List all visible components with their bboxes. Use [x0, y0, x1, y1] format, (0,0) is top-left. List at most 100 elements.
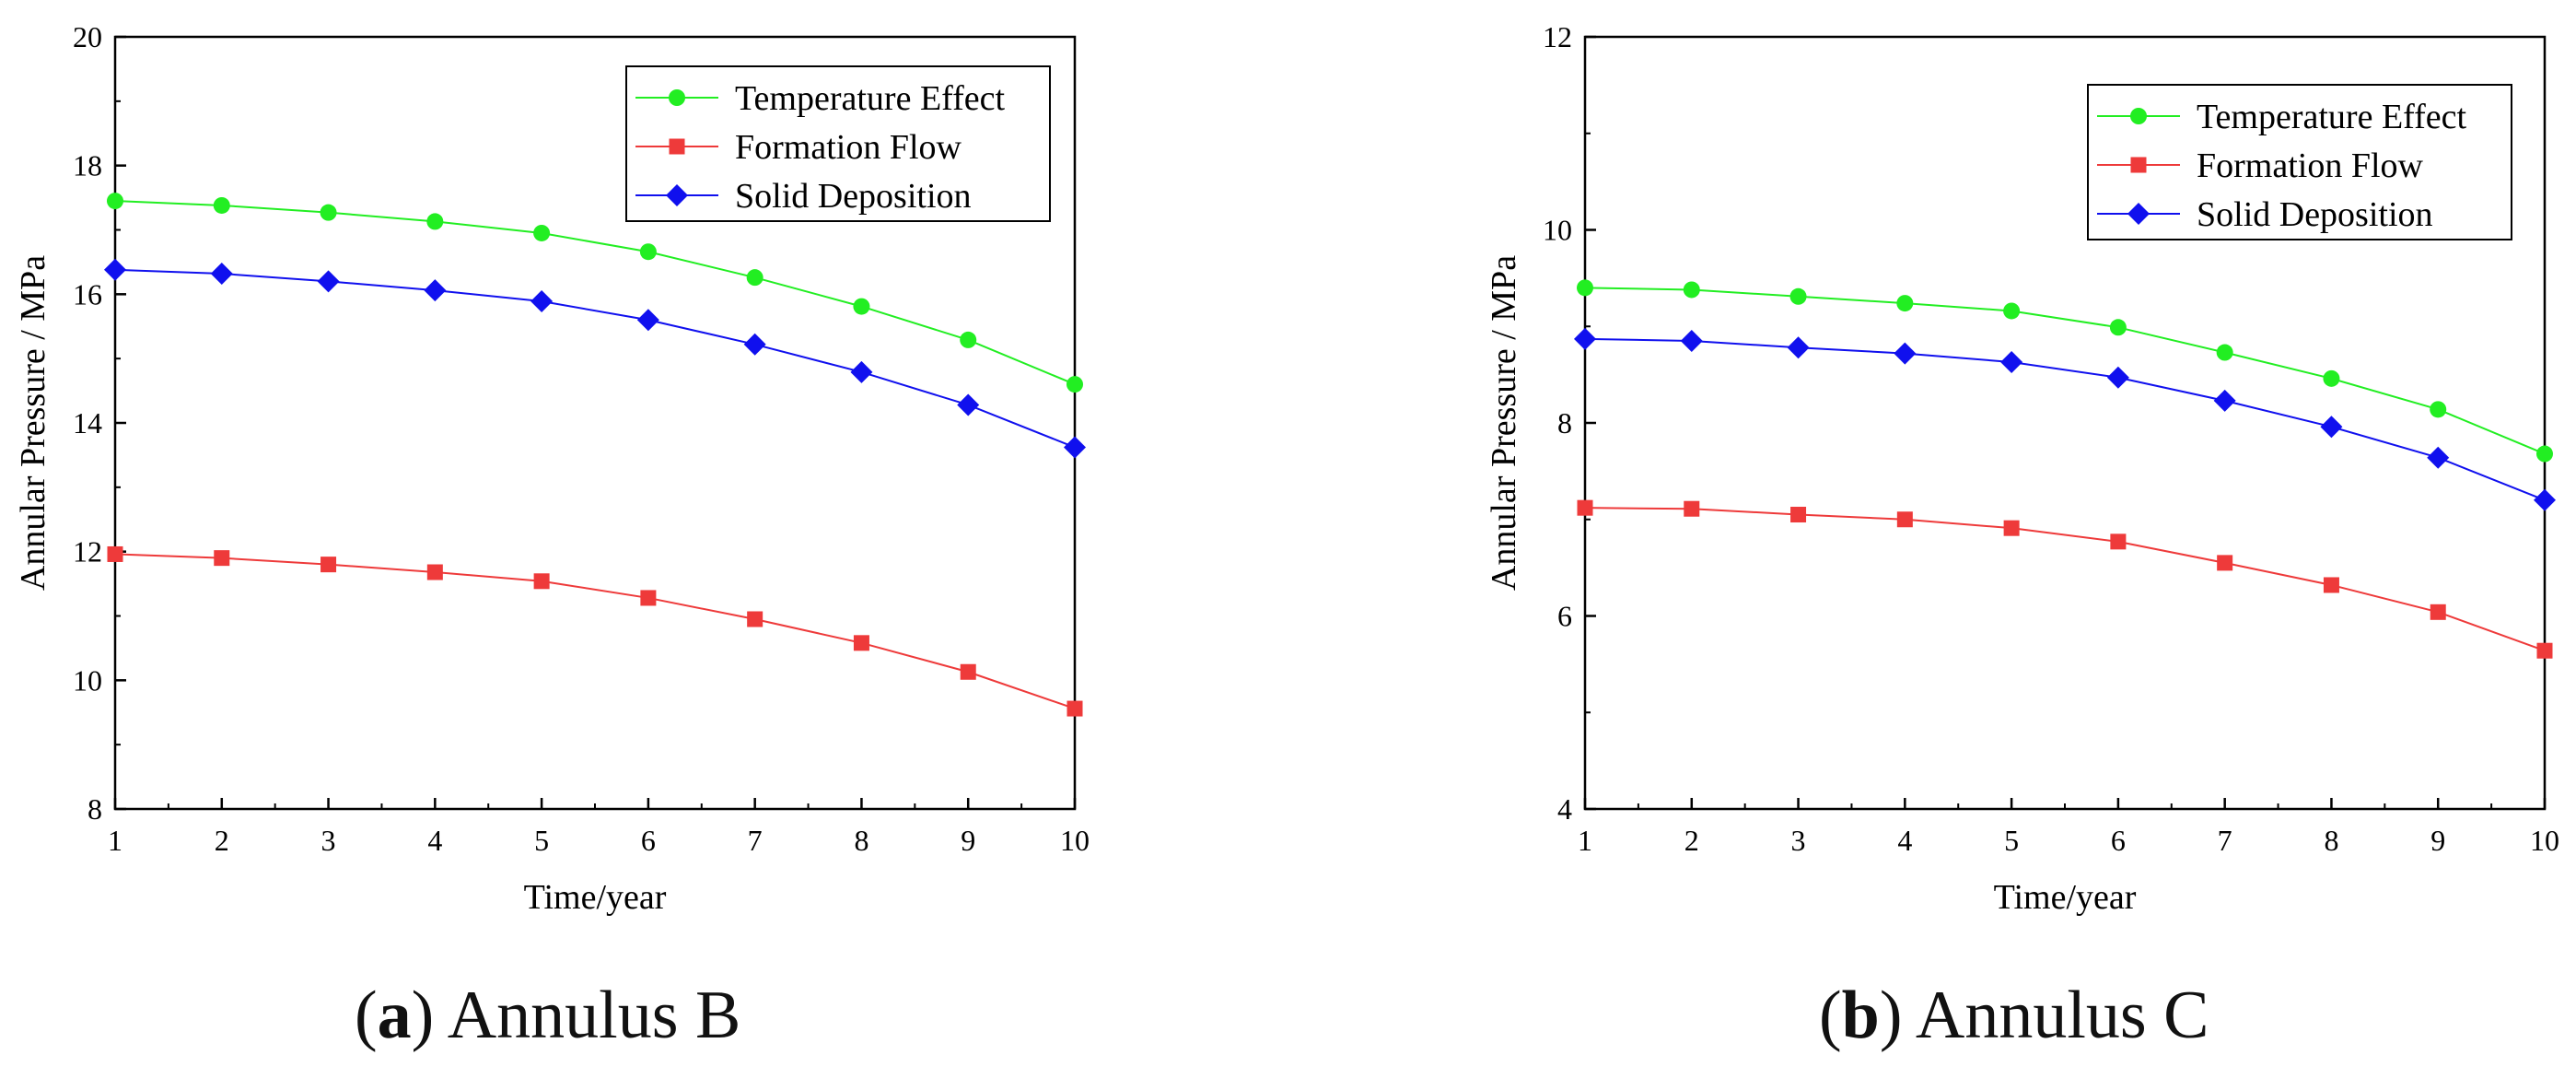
series-line-solid-deposition: [1584, 337, 2546, 501]
legend-entry-temperature-effect: Temperature Effect: [2097, 98, 2467, 136]
data-point-solid-deposition: [1787, 336, 1810, 359]
data-point-temperature-effect: [639, 243, 657, 261]
data-point-formation-flow: [2110, 533, 2127, 550]
legend-label: Formation Flow: [735, 128, 962, 167]
data-point-solid-deposition: [850, 360, 873, 383]
series-solid-deposition: [104, 258, 1086, 459]
legend-marker: [669, 89, 685, 106]
data-point-solid-deposition: [2320, 416, 2343, 439]
data-point-solid-deposition: [2534, 488, 2556, 511]
data-point-solid-deposition: [210, 262, 233, 285]
y-tick-label: 20: [73, 20, 102, 53]
x-tick-label: 8: [854, 824, 868, 857]
x-tick-label: 8: [2324, 824, 2338, 857]
legend-marker: [666, 184, 688, 206]
data-point-temperature-effect: [320, 204, 337, 221]
legend-entry-solid-deposition: Solid Deposition: [2097, 195, 2433, 234]
series-line-formation-flow: [1584, 507, 2546, 652]
legend-label: Solid Deposition: [2197, 195, 2433, 234]
panel-label-b: b: [1841, 978, 1880, 1053]
x-tick-label: 3: [1791, 824, 1806, 857]
data-point-solid-deposition: [743, 333, 766, 356]
data-point-temperature-effect: [213, 196, 230, 214]
data-point-formation-flow: [2217, 555, 2233, 571]
y-axis-label: Annular Pressure / MPa: [14, 255, 52, 591]
data-point-solid-deposition: [424, 279, 447, 302]
data-point-temperature-effect: [2003, 302, 2021, 320]
data-point-formation-flow: [2323, 577, 2339, 593]
data-point-formation-flow: [107, 545, 123, 562]
data-point-formation-flow: [533, 573, 550, 590]
legend-entry-solid-deposition: Solid Deposition: [635, 177, 972, 216]
legend-label: Formation Flow: [2197, 147, 2424, 185]
data-point-formation-flow: [426, 564, 443, 580]
x-tick-label: 10: [2530, 824, 2559, 857]
data-point-solid-deposition: [2000, 351, 2023, 374]
data-point-temperature-effect: [1683, 281, 1700, 299]
data-point-formation-flow: [2536, 642, 2553, 659]
caption-text-b: Annulus C: [1915, 978, 2209, 1053]
data-point-solid-deposition: [2106, 366, 2129, 389]
data-point-temperature-effect: [1896, 295, 1914, 312]
data-point-solid-deposition: [104, 258, 126, 281]
series-temperature-effect: [107, 193, 1083, 393]
data-point-solid-deposition: [530, 290, 554, 313]
data-point-formation-flow: [1067, 700, 1083, 717]
caption-text-a: Annulus B: [447, 978, 741, 1053]
data-point-formation-flow: [640, 590, 657, 606]
data-point-solid-deposition: [1574, 327, 1596, 350]
data-point-temperature-effect: [1577, 279, 1593, 297]
x-tick-label: 2: [1684, 824, 1699, 857]
panel-label-a: a: [377, 978, 412, 1053]
y-tick-label: 6: [1557, 600, 1572, 633]
data-point-formation-flow: [2430, 604, 2446, 620]
y-tick-label: 16: [73, 277, 102, 311]
x-axis-label: Time/year: [1994, 878, 2137, 917]
legend-marker: [2130, 157, 2147, 173]
caption-annulus-b: (a) Annulus B: [355, 978, 741, 1053]
x-tick-label: 5: [534, 824, 549, 857]
caption-annulus-c: (b) Annulus C: [1819, 978, 2209, 1053]
data-point-formation-flow: [1790, 507, 1807, 523]
y-tick-label: 14: [73, 406, 102, 440]
legend-entry-temperature-effect: Temperature Effect: [635, 79, 1006, 118]
x-tick-label: 5: [2004, 824, 2019, 857]
data-point-formation-flow: [1577, 499, 1593, 516]
data-point-formation-flow: [853, 635, 869, 651]
series-solid-deposition: [1574, 327, 2556, 511]
data-point-formation-flow: [321, 557, 337, 573]
y-tick-label: 10: [1543, 214, 1572, 247]
data-point-temperature-effect: [2536, 445, 2553, 463]
x-tick-label: 4: [427, 824, 442, 857]
series-line-temperature-effect: [114, 200, 1076, 386]
legend-marker: [2127, 203, 2150, 225]
data-point-solid-deposition: [1680, 329, 1703, 352]
data-point-temperature-effect: [1789, 287, 1807, 305]
data-point-temperature-effect: [2323, 369, 2340, 387]
y-axis-label: Annular Pressure / MPa: [1485, 255, 1523, 591]
series-temperature-effect: [1577, 279, 2553, 463]
x-axis-label: Time/year: [524, 878, 667, 917]
data-point-solid-deposition: [636, 309, 659, 332]
data-point-solid-deposition: [1064, 436, 1086, 459]
legend-entry-formation-flow: Formation Flow: [635, 128, 962, 167]
chart-panel-a: 1 2 3 4 5 6 7 8 9 108101214161820Time/yearAnnular…: [14, 20, 1090, 917]
x-tick-label: 7: [2218, 824, 2232, 857]
x-tick-label: 9: [2430, 824, 2445, 857]
x-tick-label: 10: [1060, 824, 1090, 857]
y-tick-label: 4: [1557, 792, 1572, 826]
legend-label: Temperature Effect: [2197, 98, 2467, 136]
data-point-formation-flow: [214, 550, 230, 567]
legend-label: Solid Deposition: [735, 177, 972, 216]
series-line-solid-deposition: [114, 268, 1076, 449]
legend: Temperature Effect Formation Flow Solid De…: [2087, 84, 2512, 240]
x-tick-label: 2: [215, 824, 229, 857]
data-point-solid-deposition: [957, 393, 980, 416]
data-point-formation-flow: [1896, 511, 1913, 528]
y-tick-label: 18: [73, 149, 102, 182]
data-point-temperature-effect: [960, 331, 977, 348]
data-point-temperature-effect: [746, 269, 763, 287]
data-point-temperature-effect: [853, 298, 870, 315]
